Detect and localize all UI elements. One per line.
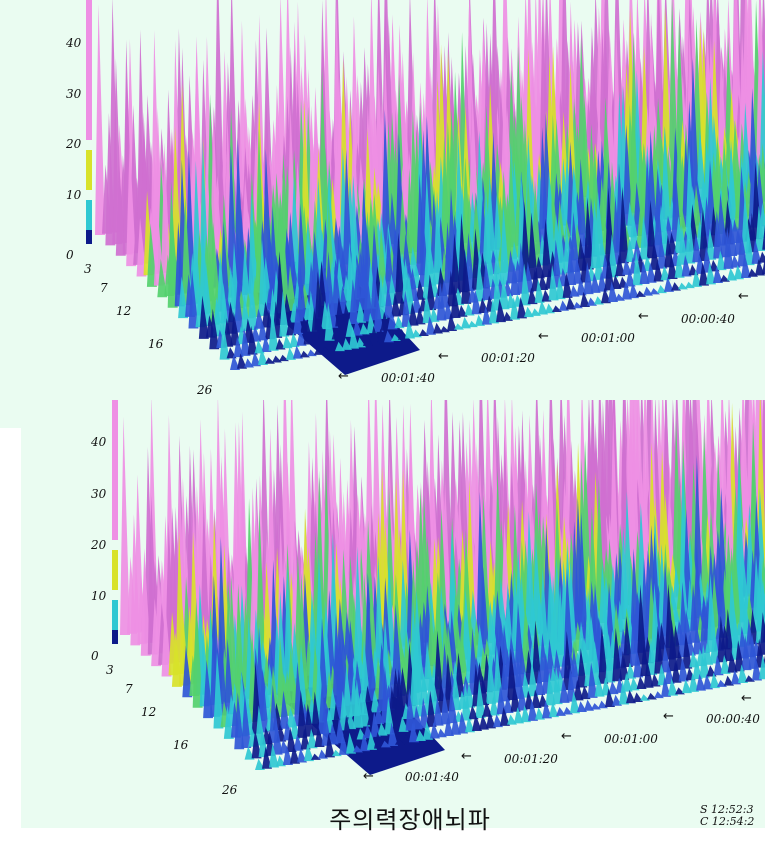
freq-tick-label: 16 <box>148 337 164 351</box>
z-tick-label: 40 <box>90 435 107 449</box>
z-tick-label: 0 <box>66 248 74 262</box>
freq-tick-label: 26 <box>196 383 213 397</box>
time-tick-label: 00:01:00 <box>581 331 635 345</box>
freq-tick-label: 12 <box>116 304 131 318</box>
z-tick-label: 20 <box>65 137 82 151</box>
freq-tick-label: 3 <box>84 262 92 276</box>
freq-tick-label: 7 <box>100 281 108 295</box>
freq-tick-label: 3 <box>106 663 114 677</box>
z-tick-label: 30 <box>66 87 82 101</box>
color-scale-bar <box>86 0 92 244</box>
time-arrow: ← <box>663 709 674 724</box>
z-tick-label: 30 <box>91 487 107 501</box>
z-tick-label: 10 <box>91 589 107 603</box>
freq-tick-label: 26 <box>221 783 238 797</box>
time-tick-label: 00:00:40 <box>681 312 735 326</box>
time-arrow: ← <box>363 769 374 784</box>
time-arrow: ← <box>741 691 752 706</box>
color-scale-bar <box>112 400 118 644</box>
freq-tick-label: 16 <box>173 738 189 752</box>
time-tick-label: 00:01:20 <box>481 351 535 365</box>
z-tick-label: 40 <box>65 36 82 50</box>
time-tick-label: 00:00:40 <box>706 712 760 726</box>
freq-tick-label: 7 <box>125 682 133 696</box>
time-arrow: ← <box>561 729 572 744</box>
time-tick-label: 00:01:20 <box>504 752 558 766</box>
time-tick-label: 00:01:40 <box>381 371 435 385</box>
freq-tick-label: 12 <box>141 705 156 719</box>
time-arrow: ← <box>538 329 549 344</box>
surface-mesh <box>95 0 765 375</box>
surface-mesh <box>120 400 765 775</box>
time-arrow: ← <box>338 369 349 384</box>
time-arrow: ← <box>438 349 449 364</box>
time-arrow: ← <box>738 289 749 304</box>
spectrogram-panel-bottom: 40 30 20 10 0 3 7 12 16 26 ← 00:00:40 ← … <box>21 400 765 828</box>
frequency-axis-labels: 3 7 12 16 26 <box>84 262 213 397</box>
time-axis-labels: ← 00:00:40 ← 00:01:00 ← 00:01:20 ← 00:01… <box>338 289 749 385</box>
frequency-axis-labels: 3 7 12 16 26 <box>106 663 238 797</box>
spectrogram-3d-plot: 40 30 20 10 0 3 7 12 16 26 ← 00:00:40 ← … <box>65 0 765 397</box>
z-tick-label: 20 <box>90 538 107 552</box>
current-time-readout: C 12:54:2 <box>700 815 755 828</box>
z-tick-label: 0 <box>91 649 99 663</box>
z-axis-labels: 40 30 20 10 0 <box>90 435 107 663</box>
time-axis-labels: ← 00:00:40 ← 00:01:00 ← 00:01:20 ← 00:01… <box>363 691 760 784</box>
time-tick-label: 00:01:40 <box>405 770 459 784</box>
spectrogram-panel-top: 40 30 20 10 0 3 7 12 16 26 ← 00:00:40 ← … <box>0 0 765 428</box>
time-arrow: ← <box>638 309 649 324</box>
plot-title: 주의력장애뇌파 <box>329 806 491 834</box>
start-time-readout: S 12:52:3 <box>700 803 754 816</box>
time-tick-label: 00:01:00 <box>604 732 658 746</box>
time-arrow: ← <box>461 749 472 764</box>
z-tick-label: 10 <box>66 188 82 202</box>
spectrogram-3d-plot: 40 30 20 10 0 3 7 12 16 26 ← 00:00:40 ← … <box>90 400 765 797</box>
z-axis-labels: 40 30 20 10 0 <box>65 36 82 262</box>
